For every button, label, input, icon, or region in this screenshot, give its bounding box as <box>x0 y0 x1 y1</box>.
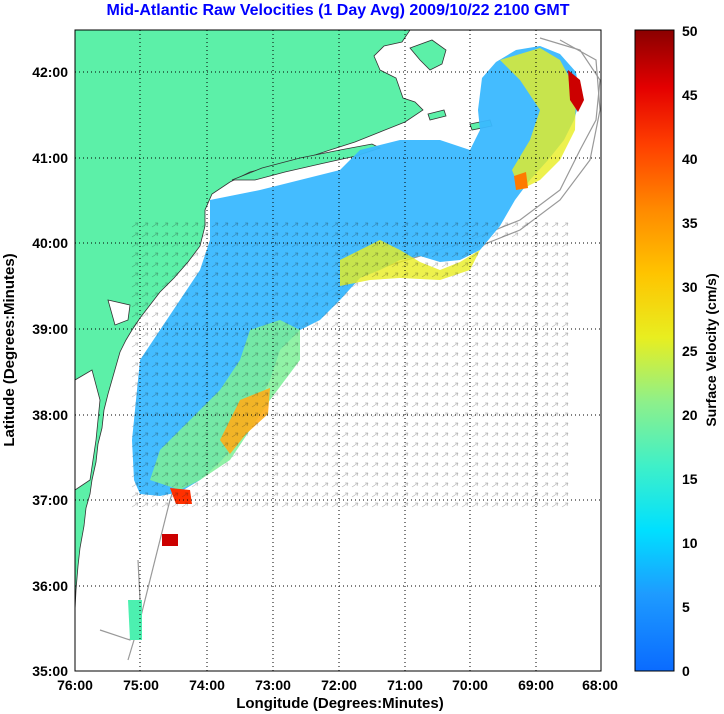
x-tick-label: 74:00 <box>189 677 225 693</box>
graticule <box>75 30 601 671</box>
y-tick-label: 41:00 <box>32 150 68 166</box>
cape-cod <box>409 39 447 71</box>
x-tick-labels: 76:00 75:00 74:00 73:00 72:00 71:00 70:0… <box>57 677 618 693</box>
x-tick-label: 75:00 <box>123 677 159 693</box>
y-tick-label: 42:00 <box>32 64 68 80</box>
x-tick-label: 71:00 <box>387 677 423 693</box>
plot-area <box>75 30 601 671</box>
y-tick-labels: 35:00 36:00 37:00 38:00 39:00 40:00 41:0… <box>32 64 68 679</box>
y-tick-label: 36:00 <box>32 578 68 594</box>
map-title: Mid-Atlantic Raw Velocities (1 Day Avg) … <box>107 2 570 19</box>
chesapeake-bay <box>75 369 101 491</box>
plot-frame <box>74 29 602 672</box>
y-tick-label: 38:00 <box>32 407 68 423</box>
delaware-bay <box>107 299 131 326</box>
x-tick-label: 70:00 <box>452 677 488 693</box>
x-tick-label: 68:00 <box>582 677 618 693</box>
colorbar-tick-label: 15 <box>682 471 698 487</box>
colorbar-tick-label: 10 <box>682 535 698 551</box>
y-tick-label: 35:00 <box>32 663 68 679</box>
colorbar-tick-label: 45 <box>682 87 698 103</box>
colorbar <box>634 29 675 672</box>
colorbar-tick-label: 25 <box>682 343 698 359</box>
colorbar-tick-label: 50 <box>682 23 698 39</box>
colorbar-tick-label: 5 <box>682 599 690 615</box>
y-tick-label: 39:00 <box>32 321 68 337</box>
colorbar-tick-label: 0 <box>682 663 690 679</box>
x-axis-label: Longitude (Degrees:Minutes) <box>236 695 444 712</box>
colorbar-label: Surface Velocity (cm/s) <box>703 273 719 426</box>
x-tick-label: 72:00 <box>321 677 357 693</box>
colorbar-tick-label: 35 <box>682 215 698 231</box>
y-tick-label: 40:00 <box>32 235 68 251</box>
colorbar-tick-label: 20 <box>682 407 698 423</box>
colorbar-tick-labels: 0 5 10 15 20 25 30 35 40 45 50 <box>682 23 698 679</box>
x-tick-label: 73:00 <box>255 677 291 693</box>
x-tick-label: 76:00 <box>57 677 93 693</box>
colorbar-tick-label: 30 <box>682 279 698 295</box>
colorbar-tick-label: 40 <box>682 151 698 167</box>
x-tick-label: 69:00 <box>518 677 554 693</box>
y-tick-label: 37:00 <box>32 492 68 508</box>
y-axis-label: Latitude (Degrees:Minutes) <box>1 253 18 446</box>
